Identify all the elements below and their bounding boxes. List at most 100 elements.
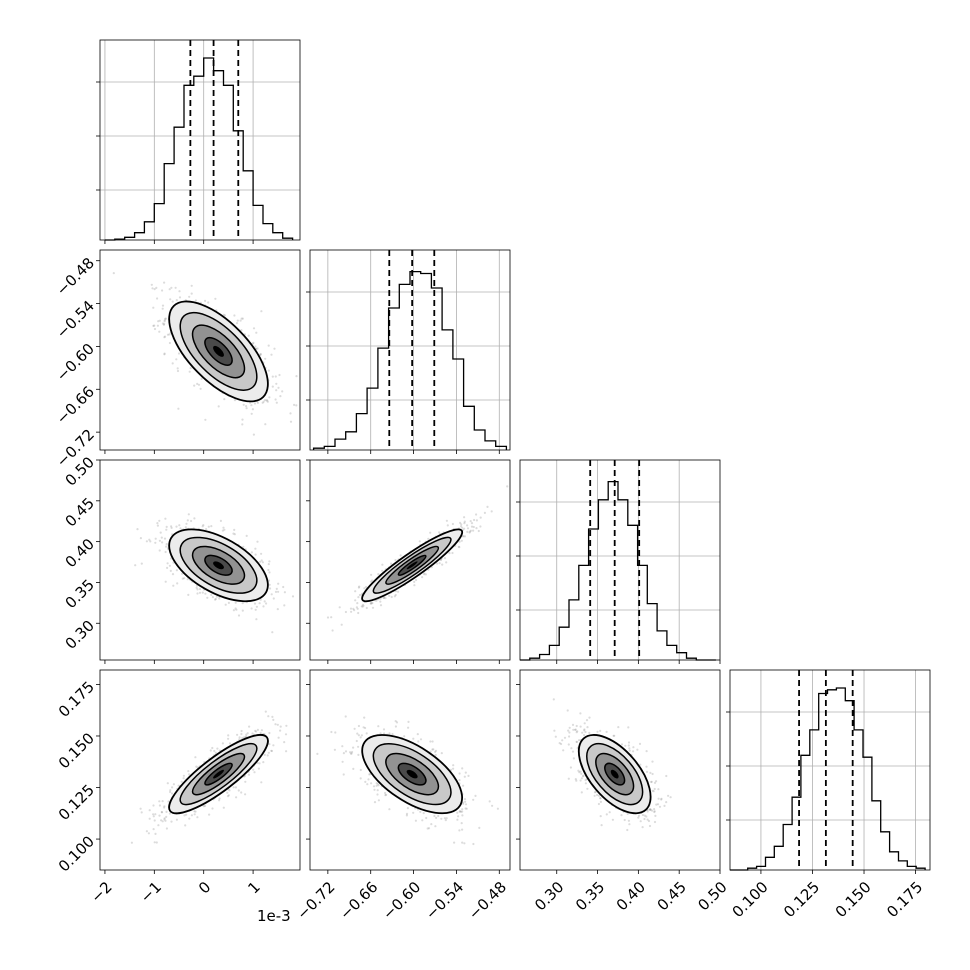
scatter-point bbox=[359, 736, 362, 739]
scatter-point bbox=[163, 336, 166, 339]
scatter-point bbox=[463, 527, 466, 530]
scatter-point bbox=[161, 307, 164, 310]
scatter-point bbox=[221, 529, 224, 532]
scatter-point bbox=[628, 823, 631, 826]
scatter-point bbox=[277, 386, 280, 389]
scatter-point bbox=[270, 749, 273, 752]
scatter-point bbox=[351, 750, 354, 754]
scatter-point bbox=[394, 559, 397, 562]
scatter-point bbox=[363, 587, 366, 590]
scatter-point bbox=[228, 742, 232, 745]
scatter-point bbox=[361, 603, 364, 606]
scatter-point bbox=[575, 740, 578, 743]
scatter-point bbox=[214, 751, 217, 754]
scatter-point bbox=[295, 404, 298, 407]
scatter-point bbox=[235, 608, 238, 611]
scatter-point bbox=[161, 322, 164, 325]
scatter-point bbox=[451, 551, 454, 555]
scatter-point bbox=[252, 433, 255, 436]
scatter-point bbox=[256, 401, 259, 404]
scatter-point bbox=[219, 519, 222, 523]
scatter-point bbox=[461, 526, 464, 529]
scatter-point bbox=[379, 604, 383, 607]
scatter-point bbox=[483, 511, 486, 514]
scatter-point bbox=[285, 724, 288, 727]
scatter-point bbox=[434, 825, 437, 828]
scatter-point bbox=[385, 793, 388, 796]
scatter-point bbox=[252, 341, 255, 344]
scatter-point bbox=[377, 725, 380, 728]
scatter-point bbox=[403, 735, 406, 738]
scatter-point bbox=[461, 814, 464, 817]
scatter-point bbox=[429, 750, 432, 753]
scatter-point bbox=[446, 524, 449, 527]
scatter-point bbox=[461, 808, 464, 811]
scatter-point bbox=[431, 748, 434, 751]
scatter-point bbox=[194, 756, 197, 759]
scatter-point bbox=[377, 784, 380, 787]
scatter-point bbox=[475, 527, 478, 530]
scatter-point bbox=[434, 753, 437, 757]
scatter-point bbox=[186, 519, 189, 522]
scatter-point bbox=[655, 780, 658, 783]
scatter-point bbox=[223, 314, 226, 317]
scatter-point bbox=[466, 524, 469, 527]
scatter-point bbox=[458, 546, 461, 549]
scatter-point bbox=[341, 760, 344, 763]
scatter-point bbox=[163, 817, 166, 820]
scatter-point bbox=[226, 795, 230, 798]
scatter-point bbox=[417, 740, 420, 743]
scatter-point bbox=[271, 631, 274, 634]
scatter-point bbox=[256, 728, 259, 732]
scatter-point bbox=[479, 525, 482, 528]
scatter-point bbox=[148, 538, 151, 541]
scatter-point bbox=[366, 783, 369, 786]
scatter-point bbox=[394, 725, 397, 728]
scatter-point bbox=[461, 841, 464, 844]
scatter-point bbox=[649, 771, 652, 775]
scatter-point bbox=[190, 814, 193, 817]
scatter-point bbox=[178, 296, 182, 299]
scatter-point bbox=[584, 779, 587, 782]
scatter-point bbox=[278, 373, 281, 377]
scatter-point bbox=[653, 787, 656, 791]
scatter-point bbox=[165, 543, 168, 546]
scatter-point bbox=[198, 587, 202, 591]
scatter-point bbox=[238, 736, 241, 739]
scatter-point bbox=[193, 384, 196, 387]
scatter-point bbox=[194, 810, 197, 813]
scatter-point bbox=[163, 320, 166, 323]
scatter-point bbox=[176, 369, 180, 373]
scatter-point bbox=[148, 817, 151, 820]
scatter-point bbox=[201, 591, 204, 594]
scatter-point bbox=[259, 353, 262, 356]
scatter-point bbox=[462, 784, 465, 787]
scatter-point bbox=[210, 593, 213, 597]
scatter-point bbox=[166, 333, 170, 336]
scatter-point bbox=[496, 807, 499, 810]
scatter-point bbox=[449, 768, 453, 772]
scatter-point bbox=[275, 401, 278, 404]
scatter-point bbox=[252, 768, 255, 771]
scatter-point bbox=[234, 601, 237, 604]
scatter-point bbox=[383, 596, 386, 600]
scatter-point bbox=[261, 401, 264, 404]
scatter-point bbox=[283, 591, 286, 594]
scatter-point bbox=[158, 804, 161, 807]
scatter-point bbox=[226, 791, 229, 794]
scatter-point bbox=[211, 807, 214, 810]
scatter-point bbox=[370, 573, 373, 576]
scatter-point bbox=[649, 808, 652, 811]
scatter-point bbox=[370, 602, 373, 605]
scatter-point bbox=[445, 817, 448, 820]
scatter-point bbox=[153, 288, 156, 291]
scatter-point bbox=[188, 773, 191, 776]
scatter-point bbox=[256, 347, 259, 350]
scatter-point bbox=[301, 591, 303, 593]
scatter-point bbox=[352, 607, 355, 611]
scatter-point bbox=[240, 729, 243, 733]
scatter-point bbox=[472, 798, 475, 801]
scatter-point bbox=[462, 535, 465, 538]
scatter-point bbox=[377, 799, 380, 802]
scatter-point bbox=[140, 562, 143, 565]
